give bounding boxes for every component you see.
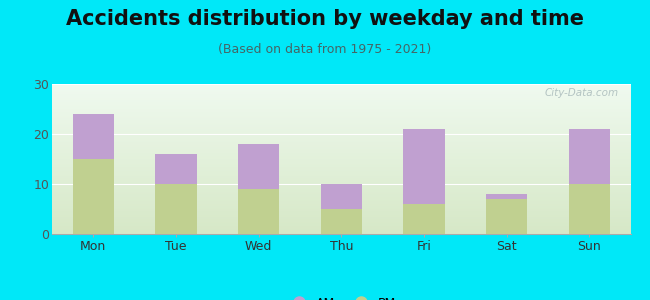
Bar <box>486 194 527 199</box>
Bar <box>320 184 362 209</box>
Bar <box>155 184 196 234</box>
Bar <box>73 159 114 234</box>
Bar <box>569 129 610 184</box>
Bar <box>73 114 114 159</box>
Text: Accidents distribution by weekday and time: Accidents distribution by weekday and ti… <box>66 9 584 29</box>
Legend: AM, PM: AM, PM <box>281 292 401 300</box>
Bar <box>155 154 196 184</box>
Bar <box>403 204 445 234</box>
Bar <box>403 129 445 204</box>
Text: City-Data.com: City-Data.com <box>545 88 619 98</box>
Text: (Based on data from 1975 - 2021): (Based on data from 1975 - 2021) <box>218 44 432 56</box>
Bar <box>238 144 280 189</box>
Bar <box>320 209 362 234</box>
Bar <box>238 189 280 234</box>
Bar <box>569 184 610 234</box>
Bar <box>486 199 527 234</box>
